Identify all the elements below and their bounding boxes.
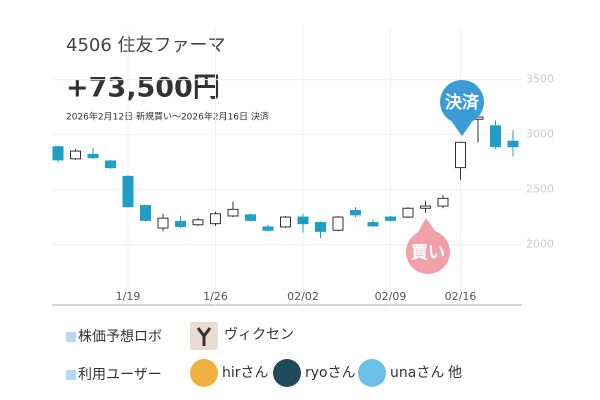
candle-body bbox=[315, 222, 326, 232]
buy-callout: 買い bbox=[406, 218, 450, 274]
candle-body bbox=[140, 205, 151, 221]
x-tick-label: 02/02 bbox=[287, 290, 319, 303]
x-tick-label: 1/19 bbox=[116, 290, 141, 303]
robot-label: 株価予想ロボ bbox=[78, 329, 162, 345]
robot-name[interactable]: ヴィクセン bbox=[224, 326, 294, 343]
robot-icon bbox=[196, 327, 212, 346]
candle-body bbox=[175, 220, 186, 227]
candle-body bbox=[507, 140, 519, 148]
y-tick-label: 2500 bbox=[526, 183, 554, 196]
candle-body bbox=[245, 214, 256, 221]
sell-label: 決済 bbox=[445, 92, 480, 113]
candle-body bbox=[437, 197, 449, 207]
candle-body bbox=[87, 153, 99, 159]
candle-body bbox=[262, 226, 274, 231]
user-name[interactable]: ryoさん bbox=[305, 365, 356, 381]
candle-body bbox=[122, 175, 134, 208]
candle-body bbox=[105, 160, 116, 169]
candle-body bbox=[455, 141, 466, 169]
x-tick-label: 02/09 bbox=[375, 290, 407, 303]
candle-body bbox=[385, 216, 396, 221]
stock-title: 4506 住友ファーマ bbox=[66, 35, 226, 56]
bullet bbox=[66, 370, 76, 380]
candle-body bbox=[367, 222, 379, 227]
candle-body bbox=[280, 216, 291, 228]
candle-body bbox=[70, 150, 81, 160]
candle-body bbox=[157, 217, 169, 229]
user-avatar bbox=[190, 359, 218, 387]
buy-label: 買い bbox=[411, 243, 445, 263]
candle-body bbox=[192, 219, 204, 226]
more-users[interactable]: 他 bbox=[448, 365, 462, 381]
candle-body bbox=[227, 208, 239, 217]
x-tick-label: 02/16 bbox=[445, 290, 477, 303]
user-avatar bbox=[273, 359, 301, 387]
candle-body bbox=[420, 205, 431, 209]
period: 2026年2月12日 新規買い～2026年2月16日 決済 bbox=[66, 111, 269, 123]
profit: +73,500円 bbox=[66, 73, 220, 104]
candle-body bbox=[297, 216, 309, 225]
candle-body bbox=[402, 207, 414, 218]
sell-callout: 決済 bbox=[440, 80, 484, 136]
candle-body bbox=[210, 213, 221, 225]
candle-body bbox=[52, 146, 64, 161]
user-name[interactable]: hirさん bbox=[222, 365, 269, 381]
y-tick-label: 3000 bbox=[526, 128, 554, 141]
x-tick-label: 1/26 bbox=[203, 290, 228, 303]
user-avatar bbox=[358, 359, 386, 387]
y-tick-label: 3500 bbox=[526, 73, 554, 86]
candle-body bbox=[350, 209, 361, 216]
bullet bbox=[66, 332, 76, 342]
users-label: 利用ユーザー bbox=[78, 367, 162, 383]
candle-body bbox=[490, 125, 501, 148]
candle-body bbox=[332, 216, 344, 231]
user-name[interactable]: unaさん bbox=[390, 365, 444, 381]
y-tick-label: 2000 bbox=[526, 238, 554, 251]
